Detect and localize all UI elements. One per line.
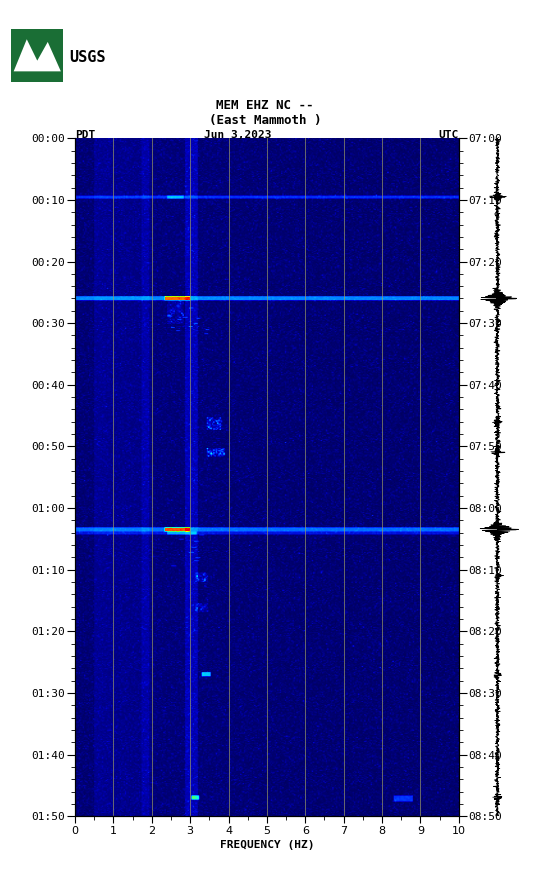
Text: UTC: UTC (438, 130, 459, 140)
X-axis label: FREQUENCY (HZ): FREQUENCY (HZ) (220, 840, 314, 850)
Text: (East Mammoth ): (East Mammoth ) (209, 113, 321, 127)
Text: PDT: PDT (75, 130, 95, 140)
Text: USGS: USGS (69, 51, 105, 65)
Text: MEM EHZ NC --: MEM EHZ NC -- (216, 99, 314, 112)
PathPatch shape (14, 39, 61, 71)
Text: Jun 3,2023: Jun 3,2023 (204, 130, 271, 140)
